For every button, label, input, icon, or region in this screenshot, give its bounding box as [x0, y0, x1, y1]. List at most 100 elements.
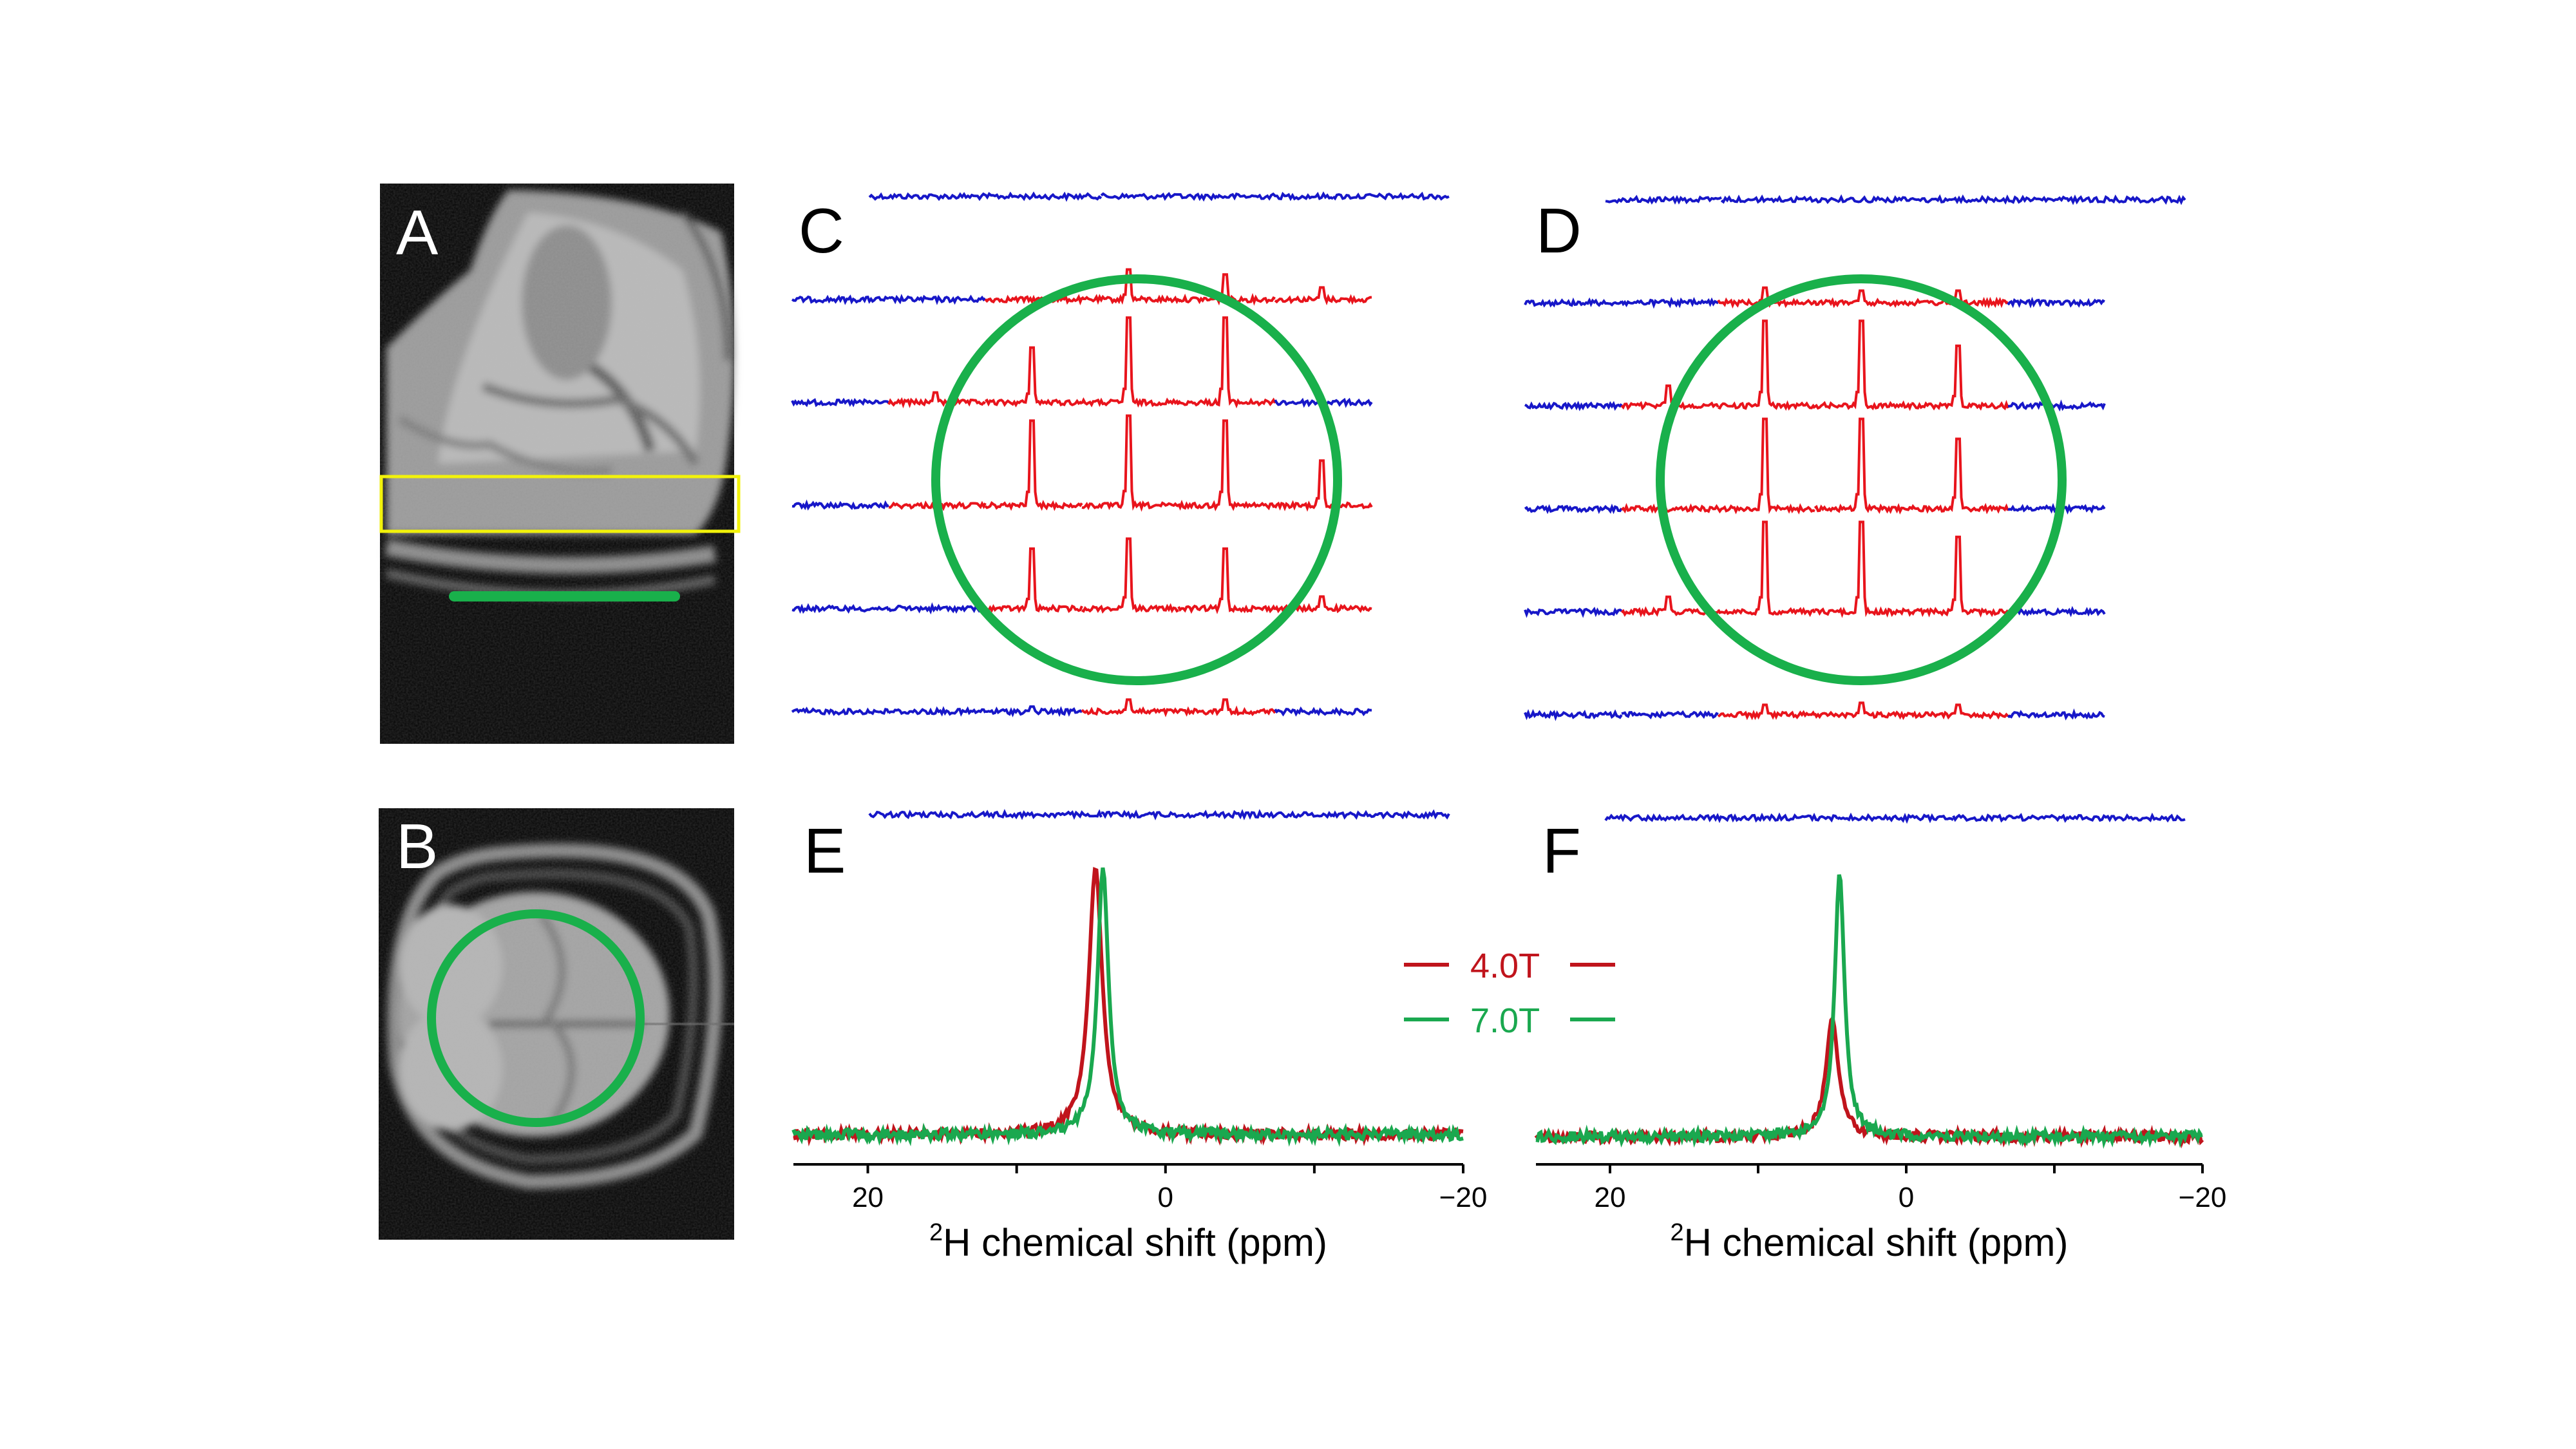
roi-circle-c	[931, 274, 1342, 685]
voxel-spectrum	[984, 419, 1083, 511]
voxel-spectrum	[1332, 191, 1450, 201]
spectra-grid-c	[791, 191, 1450, 820]
series-line-70T	[1535, 874, 2203, 1150]
voxel-spectrum	[868, 192, 987, 202]
voxel-spectrum	[985, 705, 1083, 717]
voxel-spectrum	[888, 294, 987, 305]
voxel-spectrum	[1910, 703, 2009, 720]
voxel-spectrum	[1620, 595, 1719, 618]
voxel-spectrum	[2068, 812, 2186, 823]
voxel-spectrum	[1524, 401, 1623, 412]
x-tick-label: −20	[1439, 1182, 1488, 1213]
voxel-spectrum	[1720, 194, 1838, 204]
x-axis-label-sup: 2	[929, 1219, 943, 1246]
voxel-spectrum	[1910, 535, 2009, 618]
x-axis-label: 2H chemical shift (ppm)	[929, 1219, 1327, 1264]
voxel-spectrum	[1620, 384, 1719, 411]
voxel-spectrum	[868, 810, 987, 820]
voxel-spectrum	[1081, 268, 1180, 305]
roi-circle-b	[427, 909, 645, 1127]
spectra-grid-d	[1524, 194, 2186, 824]
voxel-spectrum	[887, 391, 986, 409]
voxel-spectrum	[1177, 273, 1276, 306]
voxel-spectrum	[1177, 698, 1276, 717]
x-axis-label-sup: 2	[1671, 1219, 1684, 1246]
voxel-spectrum	[1524, 607, 1622, 618]
voxel-spectrum	[985, 346, 1083, 408]
voxel-spectrum	[1081, 698, 1180, 717]
voxel-spectrum	[1081, 537, 1179, 614]
panel-a-mri-image	[380, 184, 735, 744]
voxel-spectrum	[1101, 810, 1218, 820]
voxel-spectrum	[1605, 194, 1722, 205]
voxel-spectrum	[1717, 703, 1816, 721]
slab-box	[379, 475, 741, 533]
voxel-spectrum	[1814, 520, 1913, 618]
x-tick-label: 0	[1899, 1182, 1914, 1213]
voxel-spectrum	[1274, 459, 1373, 512]
panel-b-mri-image	[379, 808, 734, 1240]
voxel-spectrum	[1621, 710, 1719, 719]
voxel-spectrum	[1836, 194, 1954, 204]
x-tick-label: 20	[852, 1182, 884, 1213]
series-line-40T	[793, 867, 1464, 1147]
x-tick-label: 20	[1595, 1182, 1626, 1213]
panel-label-a: A	[396, 197, 439, 268]
x-tick-label: 0	[1158, 1182, 1173, 1213]
voxel-spectrum	[984, 191, 1103, 202]
voxel-spectrum	[1952, 194, 2070, 205]
voxel-spectrum	[791, 603, 890, 614]
voxel-spectrum	[791, 294, 889, 305]
x-tick-label: −20	[2179, 1182, 2227, 1213]
x-axis-label-text: H chemical shift (ppm)	[943, 1221, 1327, 1264]
voxel-spectrum	[1274, 706, 1372, 717]
panel-label-c: C	[799, 195, 844, 266]
panel-label-b: B	[396, 811, 438, 882]
voxel-spectrum	[2068, 194, 2186, 205]
voxel-spectrum	[1717, 417, 1815, 515]
voxel-spectrum	[1177, 419, 1276, 511]
voxel-spectrum	[1604, 813, 1723, 824]
panel-label-f: F	[1542, 815, 1581, 886]
voxel-spectrum	[1836, 812, 1955, 824]
voxel-spectrum	[1620, 296, 1719, 309]
voxel-spectrum	[1814, 417, 1912, 515]
panel-label-e: E	[804, 815, 846, 886]
voxel-spectrum	[1814, 319, 1913, 412]
voxel-spectrum	[1216, 191, 1334, 202]
voxel-spectrum	[2007, 399, 2106, 412]
voxel-spectrum	[1910, 289, 2009, 309]
voxel-spectrum	[984, 809, 1103, 820]
voxel-spectrum	[1814, 701, 1912, 721]
x-axis-label-text: H chemical shift (ppm)	[1684, 1221, 2069, 1264]
series-line-70T	[791, 867, 1464, 1148]
voxel-spectrum	[1717, 286, 1816, 309]
x-axis-label: 2H chemical shift (ppm)	[1671, 1219, 2069, 1264]
voxel-spectrum	[1910, 437, 2009, 515]
voxel-spectrum	[2007, 296, 2105, 308]
voxel-spectrum	[1100, 192, 1218, 202]
voxel-spectrum	[887, 602, 987, 615]
panel-label-d: D	[1536, 195, 1582, 266]
voxel-spectrum	[1524, 297, 1623, 308]
voxel-spectrum	[2007, 605, 2106, 618]
voxel-spectrum	[1332, 809, 1450, 820]
legend: 4.0T 7.0T	[1404, 947, 1615, 1040]
voxel-spectrum	[887, 706, 987, 717]
voxel-spectrum	[1620, 503, 1719, 514]
voxel-spectrum	[1081, 316, 1180, 408]
voxel-spectrum	[1721, 812, 1839, 823]
voxel-spectrum	[984, 547, 1083, 614]
voxel-spectrum	[1952, 813, 2070, 823]
voxel-spectrum	[1177, 547, 1276, 614]
voxel-spectrum	[1274, 286, 1372, 306]
voxel-spectrum	[791, 499, 889, 511]
voxel-spectrum	[791, 397, 890, 408]
voxel-spectrum	[1718, 319, 1816, 411]
voxel-spectrum	[1177, 316, 1276, 409]
voxel-spectrum	[1216, 809, 1334, 820]
voxel-spectrum	[1524, 503, 1623, 515]
voxel-spectrum	[2007, 708, 2105, 721]
voxel-spectrum	[1814, 289, 1913, 308]
